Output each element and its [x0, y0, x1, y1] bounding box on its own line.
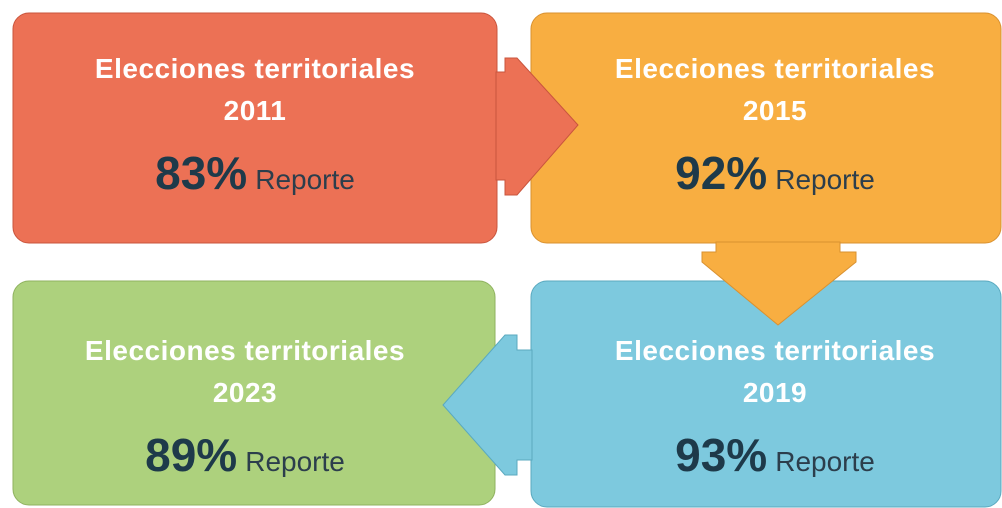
label: Reporte	[775, 164, 875, 195]
card: Elecciones territoriales 2019 93% Reporte	[605, 330, 945, 482]
arrow-down	[701, 241, 857, 326]
percent: 89%	[145, 429, 238, 481]
card: Elecciones territoriales 2011 83% Reporte	[85, 48, 425, 200]
card-title: Elecciones territoriales 2023	[84, 335, 406, 408]
card-title: Elecciones territoriales 2011	[94, 53, 416, 126]
percent: 93%	[675, 429, 768, 481]
arrow-right	[495, 57, 579, 196]
card-title: Elecciones territoriales 2019	[614, 335, 936, 408]
arrow-left	[442, 334, 533, 476]
percent: 92%	[675, 147, 768, 199]
label: Reporte	[255, 164, 355, 195]
percent: 83%	[155, 147, 248, 199]
card: Elecciones territoriales 2015 92% Reporte	[605, 48, 945, 200]
label: Reporte	[245, 446, 345, 477]
card: Elecciones territoriales 2023 89% Reporte	[75, 330, 415, 482]
label: Reporte	[775, 446, 875, 477]
card-title: Elecciones territoriales 2015	[614, 53, 936, 126]
